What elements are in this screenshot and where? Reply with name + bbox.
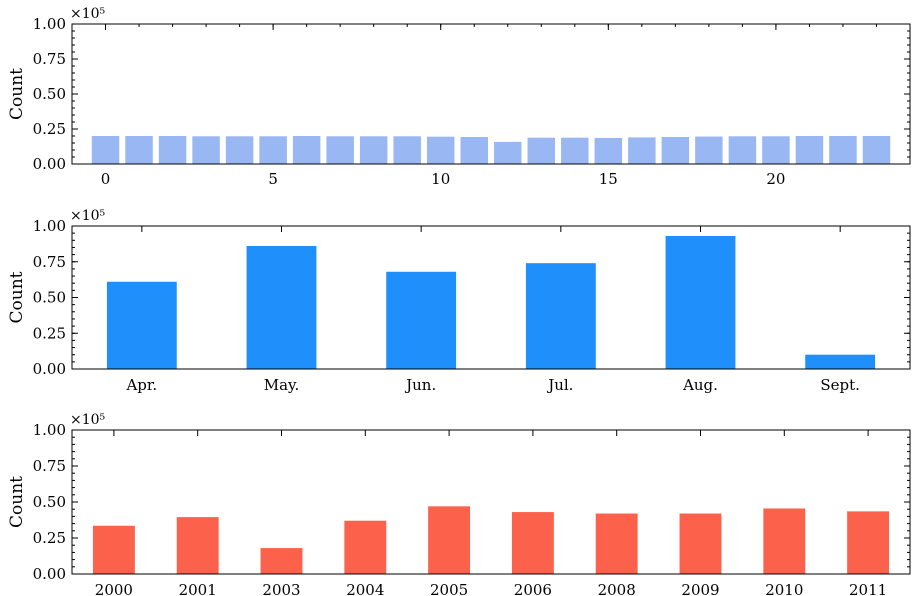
bar — [225, 136, 254, 164]
x-tick-label: 2001 — [179, 581, 217, 596]
x-tick-label: 2008 — [598, 581, 636, 596]
y-multiplier: ×10⁵ — [70, 6, 106, 22]
bar — [679, 513, 722, 574]
y-tick-label: 0.25 — [33, 529, 66, 547]
bar — [805, 354, 876, 369]
bar — [292, 136, 321, 164]
bar — [595, 513, 638, 574]
bar — [259, 136, 287, 164]
y-tick-label: 0.25 — [33, 324, 66, 342]
y-tick-label: 1.00 — [33, 421, 66, 439]
bar — [862, 136, 891, 164]
bar — [386, 271, 457, 369]
bar — [665, 236, 736, 369]
x-tick-label: 5 — [268, 170, 278, 188]
bar — [511, 512, 554, 574]
bar — [661, 136, 690, 164]
y-axis-label: Count — [7, 68, 27, 120]
y-tick-label: 0.00 — [33, 360, 66, 378]
chart-panel-2: Apr. May. Jun. Jul. Aug. Sept. 0.00 0.25 0.50 0.7… — [7, 208, 911, 394]
bar — [594, 137, 623, 164]
y-tick-label: 0.50 — [33, 493, 66, 511]
y-tick-label: 0.00 — [33, 155, 66, 173]
x-tick-label: 2003 — [262, 581, 300, 596]
x-tick-label: 10 — [431, 170, 450, 188]
bar — [91, 136, 120, 164]
y-axis-label: Count — [7, 476, 27, 528]
bar — [527, 137, 556, 164]
bar — [561, 137, 589, 164]
x-tick-label: 15 — [599, 170, 618, 188]
bar — [92, 525, 135, 574]
bar — [326, 136, 354, 164]
bar — [428, 506, 471, 574]
bar — [695, 136, 723, 164]
bar — [260, 548, 303, 574]
x-tick-label: Sept. — [820, 376, 860, 394]
y-tick-label: 0.50 — [33, 85, 66, 103]
bar — [393, 136, 421, 164]
chart-panel-3: 2000 2001 2003 2004 2005 2006 2008 2009 2010 2011… — [7, 412, 911, 596]
bar — [628, 137, 656, 164]
y-multiplier: ×10⁵ — [70, 412, 106, 428]
y-tick-label: 1.00 — [33, 217, 66, 235]
plot-frame — [71, 23, 911, 165]
y-axis-label: Count — [7, 271, 27, 323]
y-tick-label: 0.75 — [33, 50, 66, 68]
bar — [762, 136, 790, 164]
chart-panel-1: 0 5 10 15 20 0.00 0.25 0.50 0.75 1.00 Count ×10⁵ — [7, 6, 911, 188]
y-tick-label: 0.00 — [33, 565, 66, 583]
bar — [192, 136, 220, 164]
bar — [525, 263, 596, 369]
y-tick-label: 0.75 — [33, 253, 66, 271]
y-multiplier: ×10⁵ — [70, 208, 106, 224]
x-tick-label: 20 — [766, 170, 785, 188]
x-tick-label: 2005 — [430, 581, 468, 596]
bar — [460, 136, 488, 164]
x-tick-label: 2011 — [849, 581, 887, 596]
x-tick-label: Jun. — [404, 376, 436, 394]
bar — [158, 136, 187, 164]
bar — [795, 136, 824, 164]
x-tick-label: 2009 — [681, 581, 719, 596]
bar — [125, 136, 153, 164]
x-tick-label: 2004 — [346, 581, 384, 596]
bar — [246, 246, 317, 369]
x-tick-label: Jul. — [546, 376, 573, 394]
bar — [847, 511, 890, 574]
x-tick-label: May. — [264, 376, 300, 394]
x-tick-label: Apr. — [125, 376, 157, 394]
bar — [176, 517, 219, 574]
bar — [426, 136, 455, 164]
bar — [344, 520, 387, 574]
y-tick-label: 1.00 — [33, 15, 66, 33]
bar — [728, 136, 757, 164]
bar — [829, 136, 857, 164]
x-tick-label: 2000 — [95, 581, 133, 596]
plot-frame — [71, 225, 911, 370]
x-tick-label: 2006 — [514, 581, 552, 596]
bar — [763, 508, 806, 574]
y-tick-label: 0.50 — [33, 289, 66, 307]
bar — [494, 141, 522, 164]
y-tick-label: 0.75 — [33, 457, 66, 475]
x-tick-label: 0 — [101, 170, 111, 188]
x-tick-label: 2010 — [765, 581, 803, 596]
y-tick-label: 0.25 — [33, 120, 66, 138]
bar — [359, 136, 388, 164]
plot-frame — [71, 429, 911, 575]
bar — [106, 281, 177, 369]
x-tick-label: Aug. — [682, 376, 718, 394]
